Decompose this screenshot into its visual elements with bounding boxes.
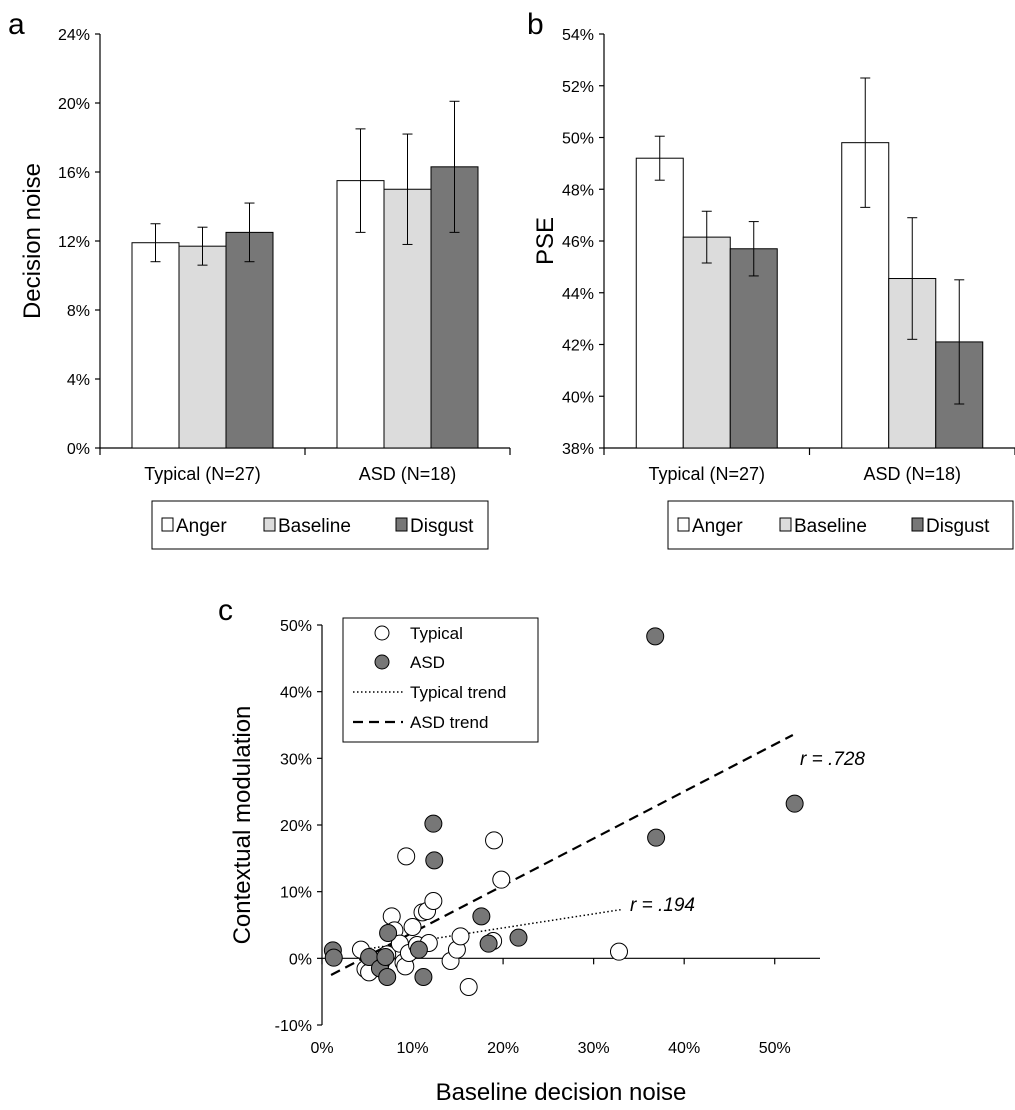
- asd-point: [409, 940, 428, 959]
- asd-trend-line: [330, 734, 794, 976]
- legend-label: Typical: [410, 624, 463, 643]
- asd-point: [646, 627, 665, 646]
- legend-box: [667, 500, 1014, 550]
- y-tick-label: 44%: [562, 286, 594, 303]
- legend-box: [151, 500, 489, 550]
- typical-point: [609, 942, 628, 961]
- asd-point: [324, 948, 343, 967]
- x-tick-label: ASD (N=18): [359, 464, 457, 484]
- y-tick-label: 0%: [289, 951, 312, 968]
- y-tick-label: 50%: [562, 131, 594, 148]
- asd-point: [509, 928, 528, 947]
- y-tick-label: 16%: [58, 165, 90, 182]
- y-tick-label: 12%: [58, 234, 90, 251]
- legend-label: Typical trend: [410, 683, 506, 702]
- bar: [225, 231, 274, 449]
- asd-point: [378, 968, 397, 986]
- x-tick-label: 30%: [578, 1040, 610, 1057]
- asd-point: [785, 794, 804, 813]
- legend-label: ASD: [410, 653, 445, 672]
- bar: [131, 242, 180, 449]
- asd-point: [425, 851, 444, 870]
- y-tick-label: 20%: [280, 818, 312, 835]
- asd-trend-r-label: r = .728: [800, 749, 865, 770]
- y-tick-label: 20%: [58, 96, 90, 113]
- x-tick-label: ASD (N=18): [863, 464, 961, 484]
- bar: [178, 245, 227, 449]
- asd-point: [472, 907, 491, 926]
- asd-point: [379, 924, 398, 942]
- panel-a-letter: a: [8, 8, 25, 41]
- x-tick-label: 0%: [310, 1040, 333, 1057]
- y-tick-label: 24%: [58, 27, 90, 44]
- x-tick-label: Typical (N=27): [648, 464, 765, 484]
- panel-b-letter: b: [527, 8, 544, 41]
- typical-point: [485, 831, 504, 850]
- legend-swatch: [779, 517, 792, 532]
- bar: [635, 157, 684, 449]
- typical-point: [397, 847, 416, 866]
- typical-point: [492, 870, 511, 889]
- typical-point: [451, 927, 470, 946]
- x-tick-label: 20%: [487, 1040, 519, 1057]
- asd-point: [479, 934, 498, 953]
- y-tick-label: 10%: [280, 885, 312, 902]
- y-axis-label: PSE: [532, 217, 559, 265]
- asd-point: [647, 828, 666, 847]
- y-tick-label: -10%: [275, 1018, 312, 1035]
- legend-swatch: [911, 517, 924, 532]
- x-tick-label: 50%: [759, 1040, 791, 1057]
- y-tick-label: 4%: [67, 372, 90, 389]
- y-axis-label: Decision noise: [19, 163, 46, 319]
- y-axis-label: Contextual modulation: [229, 706, 256, 945]
- y-tick-label: 54%: [562, 27, 594, 44]
- x-tick-label: 40%: [668, 1040, 700, 1057]
- panel-c-letter: c: [218, 594, 233, 627]
- y-tick-label: 46%: [562, 234, 594, 251]
- typical-point: [459, 978, 478, 996]
- asd-point: [376, 948, 395, 966]
- asd-point: [414, 968, 433, 986]
- x-tick-label: Typical (N=27): [144, 464, 261, 484]
- y-tick-label: 50%: [280, 618, 312, 635]
- y-tick-label: 40%: [280, 685, 312, 702]
- legend-label: Anger: [176, 516, 227, 537]
- legend-label: Anger: [692, 516, 743, 537]
- legend-swatch: [161, 517, 174, 532]
- y-tick-label: 48%: [562, 182, 594, 199]
- legend-label: ASD trend: [410, 713, 488, 732]
- y-tick-label: 40%: [562, 389, 594, 406]
- legend-swatch: [263, 517, 276, 532]
- legend-swatch: [395, 517, 408, 532]
- x-tick-label: 10%: [397, 1040, 429, 1057]
- y-tick-label: 0%: [67, 441, 90, 458]
- legend-marker-asd: [374, 654, 390, 670]
- bar: [682, 236, 731, 449]
- y-tick-label: 52%: [562, 79, 594, 96]
- legend-label: Disgust: [926, 516, 990, 537]
- typical-point: [403, 918, 422, 936]
- y-tick-label: 30%: [280, 751, 312, 768]
- y-tick-label: 38%: [562, 441, 594, 458]
- x-axis-label: Baseline decision noise: [436, 1079, 687, 1106]
- y-tick-label: 42%: [562, 338, 594, 355]
- panel-c-scatter-plot: -10% 0% 10% 20% 30% 40% 50% 0% 10% 20% 30% 40% 50% Co…: [229, 617, 865, 1106]
- legend-label: Baseline: [794, 516, 867, 537]
- panel-b-bar-chart: 38% 40% 42% 44% 46% 48% 50% 52% 54% PSE Typical (N…: [532, 27, 1015, 550]
- asd-point: [424, 814, 443, 833]
- legend-label: Baseline: [278, 516, 351, 537]
- legend-marker-typical: [374, 625, 390, 641]
- bar: [729, 248, 778, 449]
- typical-point: [424, 892, 443, 910]
- legend-swatch: [677, 517, 690, 532]
- panel-a-bar-chart: 0% 4% 8% 12% 16% 20% 24% Decision noise Typical …: [19, 27, 511, 550]
- y-tick-label: 8%: [67, 303, 90, 320]
- legend-label: Disgust: [410, 516, 474, 537]
- typical-trend-r-label: r = .194: [630, 895, 695, 916]
